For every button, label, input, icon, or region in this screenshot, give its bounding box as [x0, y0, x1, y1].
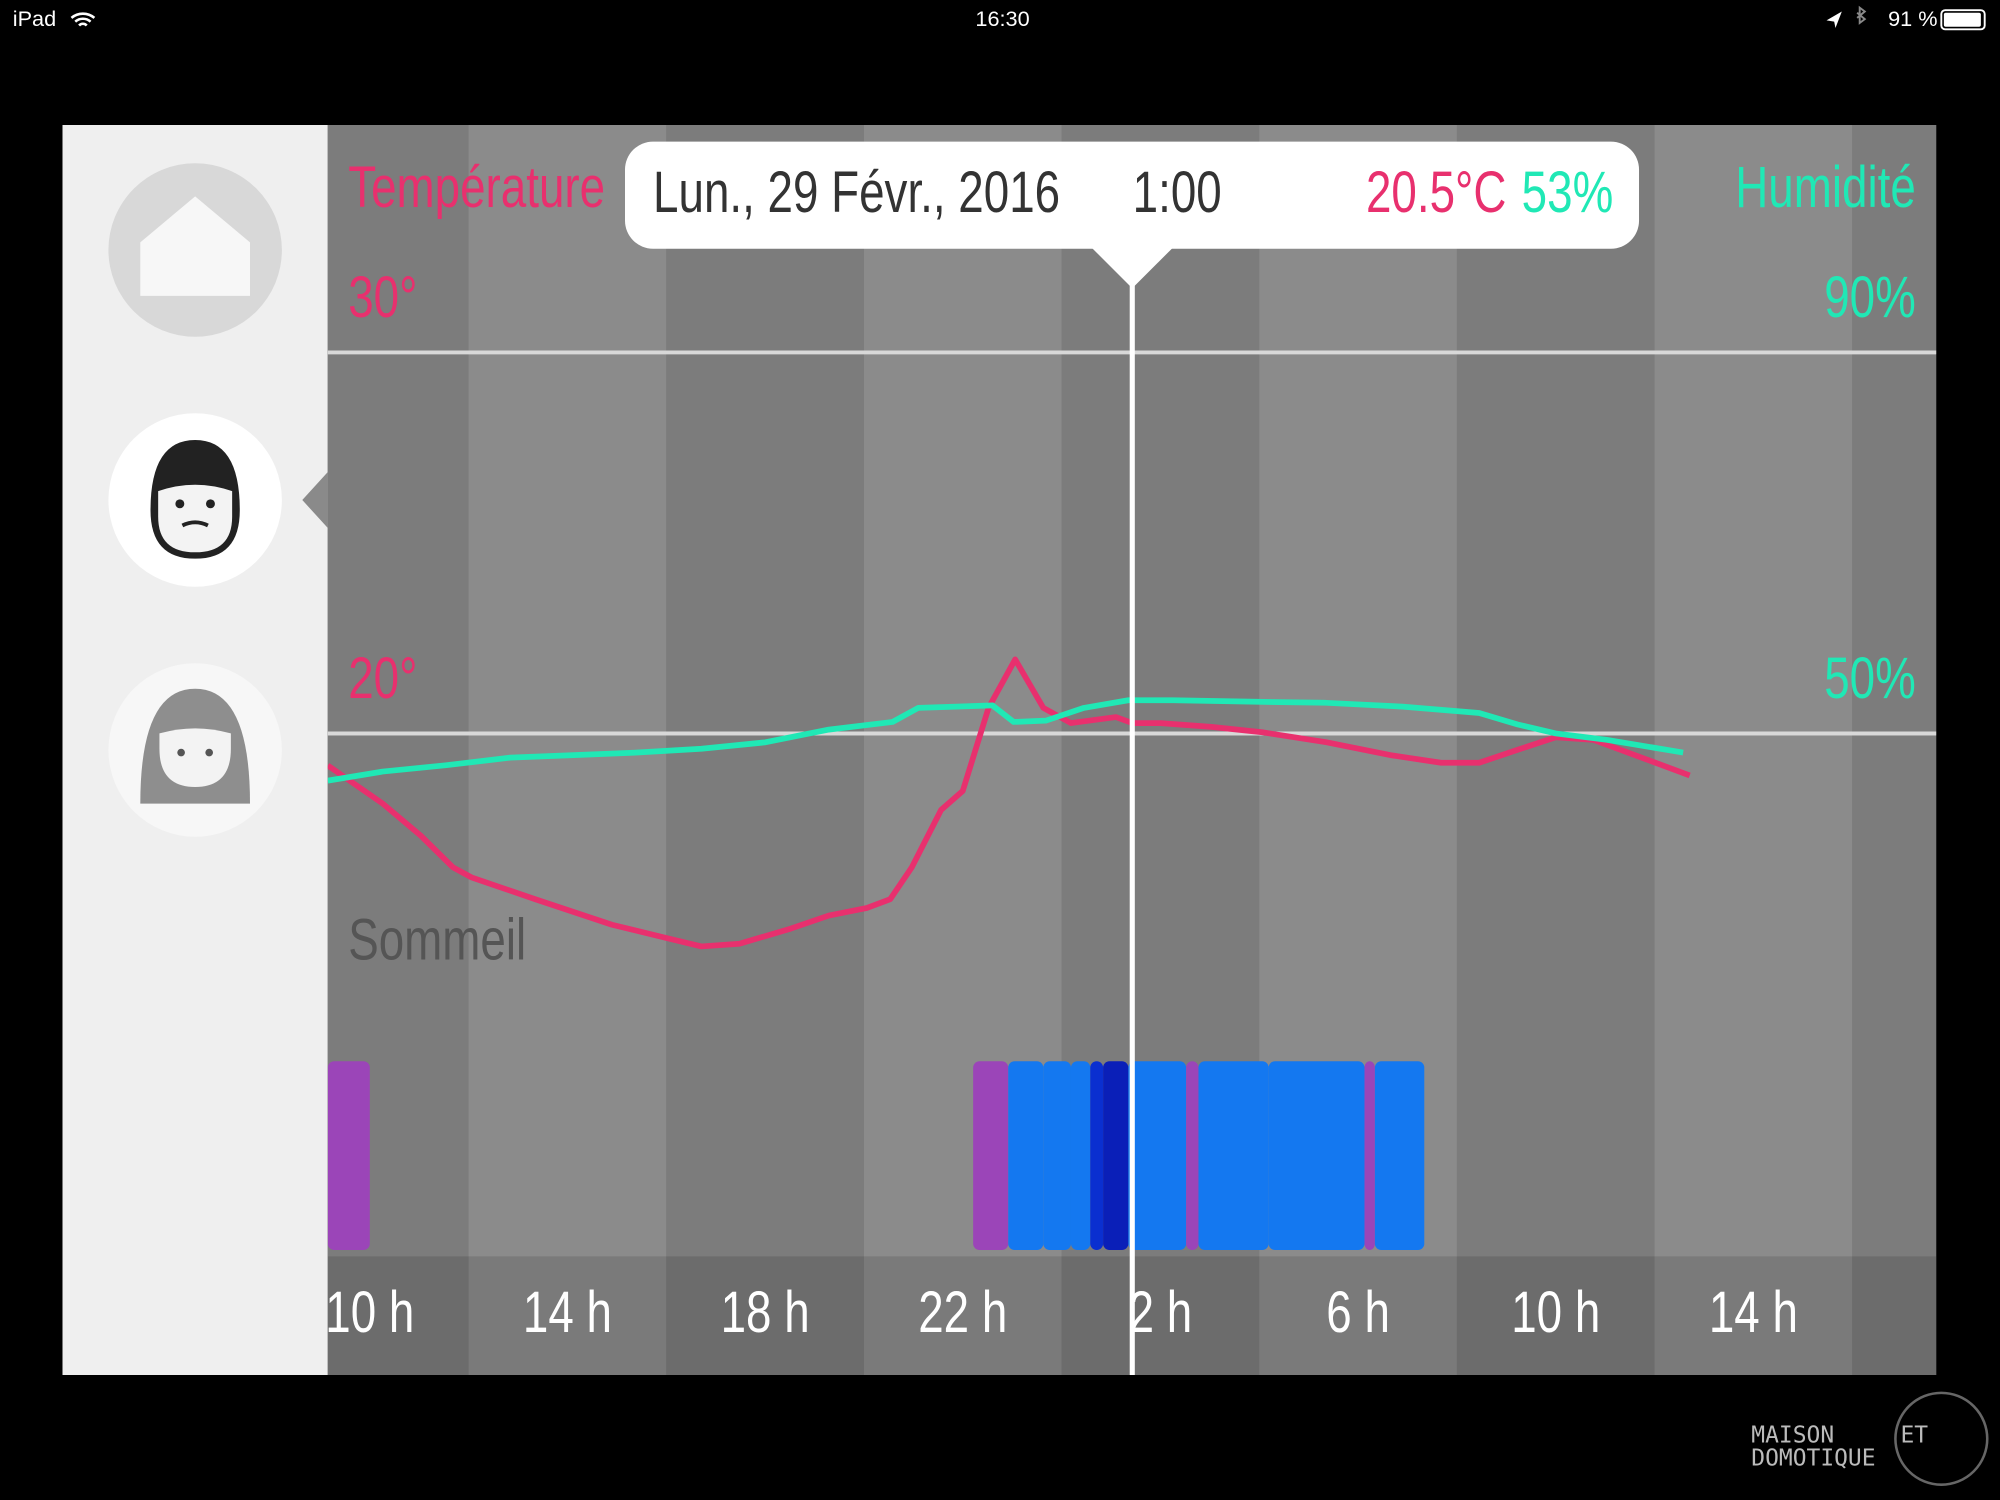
device-name: iPad	[13, 6, 56, 31]
sleep-segment	[327, 1061, 370, 1250]
tooltip-humidity: 53%	[1522, 160, 1614, 226]
avatar-mustache	[181, 520, 209, 528]
profile-man[interactable]	[108, 413, 282, 587]
chart-overlay: 20° 30° 50% 90% 10 h 14 h 18 h 22 h 2 h 6 h 10 h 14…	[325, 141, 1916, 1375]
x-tick-label: 14 h	[1709, 1279, 1798, 1345]
avatar-face	[158, 484, 233, 553]
sleep-segment	[1198, 1061, 1269, 1250]
battery-level: 91 %	[1888, 6, 1937, 31]
sleep-segment	[973, 1061, 1009, 1250]
x-tick-label: 10 h	[325, 1279, 414, 1345]
wifi-icon	[70, 12, 96, 27]
sleep-segment	[1090, 1061, 1104, 1250]
avatar-eye	[177, 748, 185, 757]
time-band	[1852, 125, 1937, 1375]
x-tick-label: 18 h	[721, 1279, 810, 1345]
profile-woman[interactable]	[108, 663, 282, 837]
selected-indicator	[302, 471, 328, 529]
avatar-eye	[175, 499, 185, 509]
sleep-segment	[1128, 1061, 1187, 1250]
watermark-text: MAISON	[1751, 1423, 1834, 1449]
chart	[327, 125, 1937, 1375]
y2-tick-label: 50%	[1824, 645, 1916, 711]
sleep-segment	[1374, 1061, 1425, 1250]
x-tick-label: 14 h	[523, 1279, 612, 1345]
watermark-text: ET	[1901, 1423, 1929, 1449]
tooltip-temperature: 20.5°C	[1366, 160, 1506, 226]
avatar-eye	[205, 499, 215, 509]
sleep-segment	[1008, 1061, 1044, 1250]
watermark-circle	[1894, 1391, 1989, 1486]
location-icon	[1826, 11, 1842, 29]
legend-label: Température	[348, 154, 605, 220]
x-tick-label: 6 h	[1326, 1279, 1390, 1345]
battery-fill	[1943, 12, 1981, 27]
avatar-face	[159, 728, 231, 787]
x-tick-label: 10 h	[1511, 1279, 1600, 1345]
watermark: MAISON ET DOMOTIQUE	[1751, 1391, 1989, 1486]
battery-icon	[1940, 9, 1986, 31]
home-button[interactable]	[108, 163, 282, 337]
avatar-eye	[205, 748, 214, 757]
x-tick-label: 2 h	[1129, 1279, 1193, 1345]
sleep-label: Sommeil	[348, 907, 526, 973]
series-line	[327, 697, 1684, 784]
sleep-segment	[1070, 1061, 1091, 1250]
sleep-segment	[1186, 1061, 1199, 1250]
x-tick-label: 22 h	[918, 1279, 1007, 1345]
tooltip-time: 1:00	[1133, 160, 1222, 226]
tooltip-date: Lun., 29 Févr., 2016	[653, 160, 1060, 226]
y-tick-label: 30°	[348, 264, 417, 330]
y2-tick-label: 90%	[1824, 264, 1916, 330]
legend-label: Humidité	[1735, 154, 1916, 220]
tooltip-pointer	[1091, 247, 1174, 289]
clock: 16:30	[975, 6, 1029, 31]
sleep-segment	[1103, 1061, 1129, 1250]
tooltip	[625, 141, 1640, 249]
time-band	[1654, 125, 1853, 1375]
sleep-segment	[1043, 1061, 1071, 1250]
watermark-text: DOMOTIQUE	[1751, 1446, 1875, 1472]
y-tick-label: 20°	[348, 645, 417, 711]
sleep-segment	[1268, 1061, 1365, 1250]
home-icon	[140, 196, 250, 296]
bluetooth-icon	[1856, 5, 1867, 25]
sleep-segment	[1364, 1061, 1375, 1250]
